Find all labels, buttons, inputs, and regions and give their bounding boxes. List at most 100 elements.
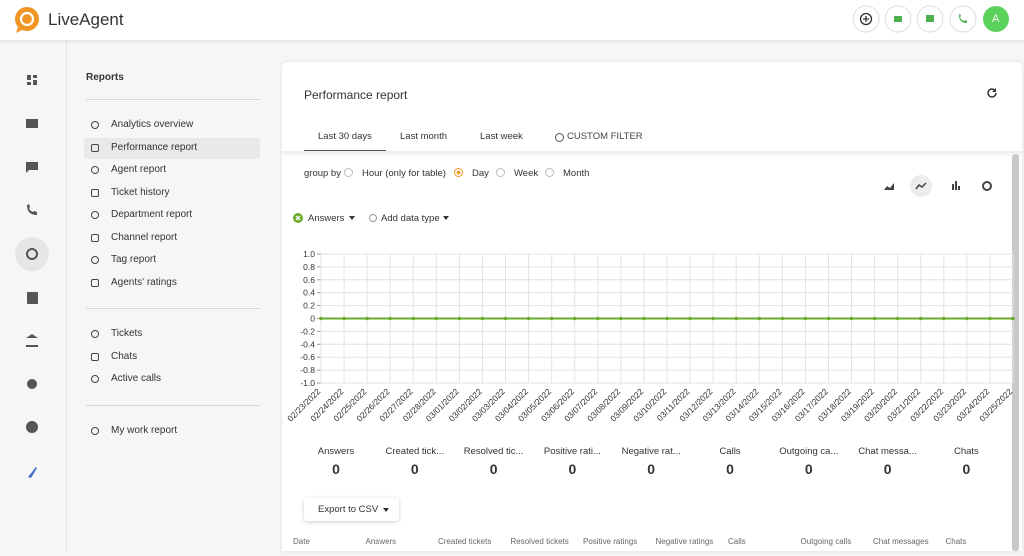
point <box>942 317 946 321</box>
table-column[interactable]: Resolved tickets <box>511 537 569 546</box>
stat-label: Chats <box>921 446 1011 457</box>
dropdown-arrow <box>382 507 391 513</box>
y-tick-label: -0.8 <box>300 365 315 375</box>
stat-label: Chat messa... <box>843 446 933 457</box>
logo-icon <box>12 5 48 35</box>
menu-item[interactable]: Agents' ratings <box>111 277 177 288</box>
menu-item[interactable]: Analytics overview <box>111 119 193 130</box>
table-column[interactable]: Chats <box>946 537 967 546</box>
point <box>411 317 415 321</box>
point <box>873 317 877 321</box>
chart-type-switch[interactable] <box>877 174 997 198</box>
menu-icon <box>91 166 99 174</box>
point <box>688 317 692 321</box>
point <box>435 317 439 321</box>
export-label: Export to CSV <box>318 504 378 515</box>
menu-item[interactable]: Chats <box>111 351 137 362</box>
y-tick-label: -0.6 <box>300 352 315 362</box>
tab[interactable]: Last 30 days <box>318 131 372 142</box>
add-icon <box>368 213 378 223</box>
table-column[interactable]: Calls <box>728 537 746 546</box>
tab[interactable]: Last month <box>400 131 447 142</box>
y-tick-label: 0.2 <box>303 301 315 311</box>
filter-icon <box>555 133 564 142</box>
tab-divider <box>282 151 1022 153</box>
separator <box>86 99 260 100</box>
point <box>804 317 808 321</box>
report-card: Performance report Last 30 days Last mont… <box>282 62 1022 551</box>
stat-value: 0 <box>843 461 933 477</box>
table-column[interactable]: Created tickets <box>438 537 491 546</box>
menu-item[interactable]: My work report <box>111 425 177 436</box>
point <box>711 317 715 321</box>
table-column[interactable]: Date <box>293 537 310 546</box>
point <box>319 317 323 321</box>
menu-icon <box>91 256 99 264</box>
point <box>850 317 854 321</box>
group-by-label: group by <box>304 168 341 179</box>
refresh-button[interactable] <box>985 86 999 100</box>
menu-item[interactable]: Ticket history <box>111 187 170 198</box>
menu-item[interactable]: Tag report <box>111 254 156 265</box>
point <box>965 317 969 321</box>
tab[interactable]: Last week <box>480 131 523 142</box>
table-column[interactable]: Answers <box>366 537 397 546</box>
menu-item[interactable]: Performance report <box>111 142 197 153</box>
legend-label[interactable]: Answers <box>308 213 344 224</box>
icon-rail <box>0 40 67 551</box>
stat-value: 0 <box>685 461 775 477</box>
radio-label[interactable]: Week <box>514 168 538 179</box>
radio-label[interactable]: Day <box>472 168 489 179</box>
point <box>388 317 392 321</box>
point <box>919 317 923 321</box>
table-column[interactable]: Positive ratings <box>583 537 637 546</box>
stat-label: Created tick... <box>370 446 460 457</box>
radio[interactable] <box>545 168 554 177</box>
point <box>757 317 761 321</box>
dropdown-arrow <box>442 215 451 221</box>
menu-item[interactable]: Agent report <box>111 164 166 175</box>
table-column[interactable]: Chat messages <box>873 537 929 546</box>
stat-label: Answers <box>291 446 381 457</box>
menu-title: Reports <box>86 72 124 83</box>
stat-label: Positive rati... <box>527 446 617 457</box>
report-title: Performance report <box>304 88 407 102</box>
menu-icon <box>91 427 99 435</box>
radio[interactable] <box>344 168 353 177</box>
radio[interactable] <box>496 168 505 177</box>
y-tick-label: 0.6 <box>303 275 315 285</box>
menu-item[interactable]: Active calls <box>111 373 161 384</box>
menu-item[interactable]: Tickets <box>111 328 142 339</box>
radio-label[interactable]: Hour (only for table) <box>362 168 446 179</box>
menu-icon <box>91 211 99 219</box>
menu-icon <box>91 279 99 287</box>
y-tick-label: 0.8 <box>303 262 315 272</box>
stat-value: 0 <box>370 461 460 477</box>
menu-icon <box>91 234 99 242</box>
y-tick-label: 1.0 <box>303 249 315 259</box>
add-data-type[interactable]: Add data type <box>381 213 440 224</box>
point <box>781 317 785 321</box>
tab[interactable]: CUSTOM FILTER <box>567 131 643 142</box>
export-button[interactable]: Export to CSV <box>304 498 399 521</box>
point <box>896 317 900 321</box>
point <box>665 317 669 321</box>
menu-item[interactable]: Department report <box>111 209 192 220</box>
point <box>619 317 623 321</box>
table-column[interactable]: Negative ratings <box>656 537 714 546</box>
menu-item[interactable]: Channel report <box>111 232 177 243</box>
rail-icons[interactable] <box>0 40 66 551</box>
stat-label: Outgoing ca... <box>764 446 854 457</box>
user-avatar[interactable]: A <box>992 13 999 25</box>
chart: 1.00.80.60.40.20-0.2-0.4-0.6-0.8-1.002/2… <box>282 240 1022 435</box>
table-column[interactable]: Outgoing calls <box>801 537 852 546</box>
radio-label[interactable]: Month <box>563 168 589 179</box>
legend-marker[interactable] <box>291 211 305 225</box>
y-tick-label: 0.4 <box>303 288 315 298</box>
menu-icon <box>91 144 99 152</box>
point <box>1011 317 1015 321</box>
radio[interactable] <box>454 168 463 177</box>
menu-icon <box>91 121 99 129</box>
point <box>342 317 346 321</box>
